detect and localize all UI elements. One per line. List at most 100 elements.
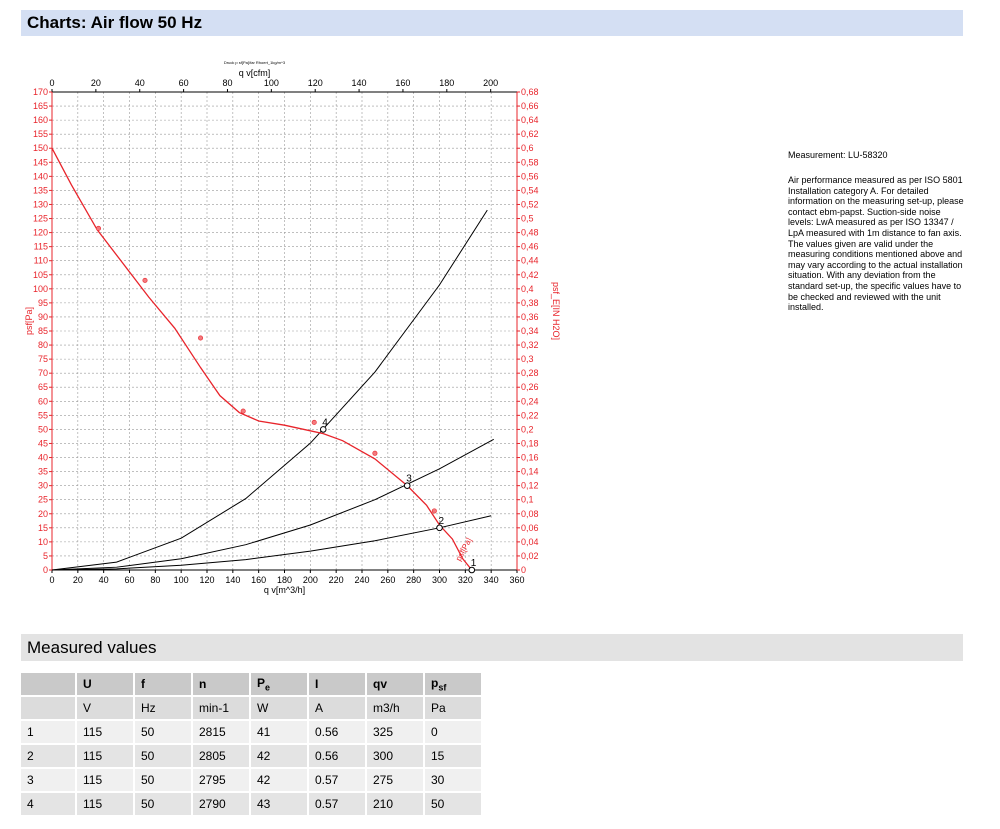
table-row: 1 115 50 2815 41 0.56 325 0 <box>21 720 483 745</box>
y-right-tick-label: 0,48 <box>521 228 539 238</box>
operating-point <box>403 482 411 489</box>
y-right-tick-label: 0,02 <box>521 551 539 561</box>
x-top-tick-label: 120 <box>308 78 323 88</box>
table-cell: 0.56 <box>308 744 367 769</box>
table-cell: 115 <box>76 744 135 769</box>
y-tick-label: 75 <box>38 354 48 364</box>
table-cell: 30 <box>424 768 483 793</box>
y-tick-label: 110 <box>34 256 48 266</box>
operating-point <box>319 426 327 433</box>
x-tick-label: 80 <box>150 575 160 585</box>
table-header-cell: I <box>308 673 367 697</box>
header-label: U <box>83 677 92 691</box>
table-header-cell: f <box>134 673 193 697</box>
system-curve <box>51 209 488 571</box>
table-cell: 42 <box>250 768 309 793</box>
y-right-axis-label: psf_E[IN H2O] <box>551 282 561 340</box>
measured-point <box>198 335 204 341</box>
y-right-tick-label: 0,2 <box>521 424 534 434</box>
charts-title: Charts: Air flow 50 Hz <box>27 13 203 32</box>
y-axis-label: psf[Pa] <box>24 307 34 335</box>
x-tick-label: 0 <box>49 575 54 585</box>
operating-point-label: 1 <box>471 558 477 569</box>
system-curve <box>51 515 492 571</box>
y-tick-label: 65 <box>38 382 48 392</box>
y-right-tick-label: 0,4 <box>521 284 534 294</box>
table-cell: 115 <box>76 792 135 817</box>
charts-section-header: Charts: Air flow 50 Hz <box>21 10 963 36</box>
y-right-tick-label: 0,14 <box>521 467 539 477</box>
y-right-tick-label: 0,26 <box>521 382 539 392</box>
measured-point <box>431 508 437 514</box>
table-cell: 50 <box>134 792 193 817</box>
y-tick-label: 35 <box>38 467 48 477</box>
table-cell: 0.57 <box>308 792 367 817</box>
table-cell: 115 <box>76 768 135 793</box>
x-tick-label: 140 <box>225 575 240 585</box>
table-cell: 50 <box>424 792 483 817</box>
x-top-tick-label: 40 <box>135 78 145 88</box>
table-cell: 41 <box>250 720 309 745</box>
table-unit-cell: V <box>76 696 135 721</box>
operating-point-label: 4 <box>322 417 328 428</box>
y-right-tick-label: 0,54 <box>521 185 539 195</box>
y-right-tick-label: 0,16 <box>521 453 539 463</box>
x-tick-label: 60 <box>124 575 134 585</box>
x-tick-label: 160 <box>251 575 266 585</box>
table-cell: 43 <box>250 792 309 817</box>
x-tick-label: 260 <box>380 575 395 585</box>
y-tick-label: 145 <box>33 157 48 167</box>
y-right-tick-label: 0,3 <box>521 354 534 364</box>
table-header-cell: U <box>76 673 135 697</box>
y-tick-label: 120 <box>33 228 48 238</box>
system-curve <box>51 438 494 571</box>
y-right-tick-label: 0,52 <box>521 199 539 209</box>
y-tick-label: 85 <box>38 326 48 336</box>
table-row: 3 115 50 2795 42 0.57 275 30 <box>21 768 483 793</box>
measured-point <box>372 450 378 456</box>
y-tick-label: 30 <box>38 481 48 491</box>
y-right-tick-label: 0,24 <box>521 396 539 406</box>
y-tick-label: 115 <box>34 242 48 252</box>
y-right-tick-label: 0,64 <box>521 115 539 125</box>
y-tick-label: 160 <box>33 115 48 125</box>
x-tick-label: 20 <box>73 575 83 585</box>
table-cell: 0.56 <box>308 720 367 745</box>
y-tick-label: 10 <box>38 537 48 547</box>
y-tick-label: 80 <box>38 340 48 350</box>
y-tick-label: 150 <box>33 143 48 153</box>
y-right-tick-label: 0,44 <box>521 256 539 266</box>
y-tick-label: 5 <box>43 551 48 561</box>
fan-curve <box>51 147 473 571</box>
x-top-tick-label: 20 <box>91 78 101 88</box>
table-header-cell <box>21 673 77 697</box>
y-right-tick-label: 0,56 <box>521 171 539 181</box>
y-tick-label: 165 <box>33 101 48 111</box>
header-label: f <box>141 677 145 691</box>
y-right-tick-label: 0,66 <box>521 101 539 111</box>
y-right-tick-label: 0,46 <box>521 242 539 252</box>
y-tick-label: 15 <box>38 523 48 533</box>
table-cell: 4 <box>21 792 77 817</box>
table-unit-cell: Hz <box>134 696 193 721</box>
y-right-tick-label: 0,06 <box>521 523 539 533</box>
table-cell: 15 <box>424 744 483 769</box>
measurement-notes: Air performance measured as per ISO 5801… <box>788 175 964 313</box>
x-tick-label: 220 <box>329 575 344 585</box>
table-cell: 2805 <box>192 744 251 769</box>
header-label: P <box>257 675 266 690</box>
header-label: p <box>431 675 439 690</box>
measured-point <box>311 419 317 425</box>
table-header-cell: n <box>192 673 251 697</box>
x-tick-label: 280 <box>406 575 421 585</box>
table-unit-cell <box>21 696 77 721</box>
operating-point <box>436 524 443 532</box>
y-tick-label: 90 <box>38 312 48 322</box>
y-right-tick-label: 0,22 <box>521 410 539 420</box>
y-right-tick-label: 0,42 <box>521 270 539 280</box>
y-right-tick-label: 0,08 <box>521 509 539 519</box>
x-tick-label: 120 <box>199 575 214 585</box>
table-cell: 2815 <box>192 720 251 745</box>
table-cell: 50 <box>134 744 193 769</box>
